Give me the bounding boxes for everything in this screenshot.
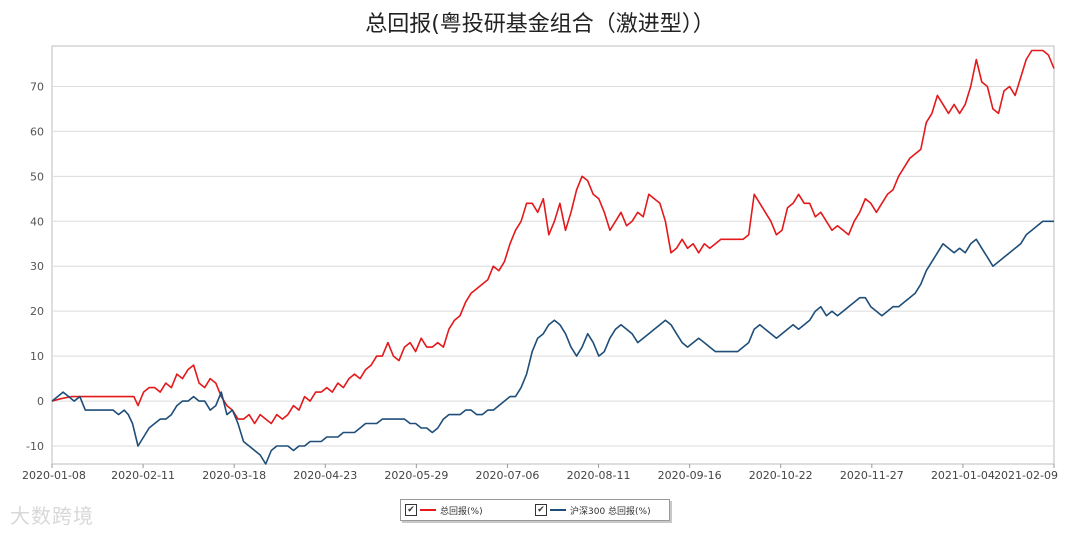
legend-item-csi300[interactable]: ✔ 沪深300 总回报(%) [535, 503, 651, 517]
legend-checkbox-icon[interactable]: ✔ [405, 504, 417, 516]
legend-swatch-red [420, 509, 436, 511]
plot-frame [51, 45, 1055, 465]
y-tick-label: 50 [30, 170, 44, 183]
x-tick-label: 2020-11-27 [840, 469, 904, 482]
x-tick-label: 2021-01-04 [931, 469, 995, 482]
legend-item-total-return[interactable]: ✔ 总回报(%) [405, 503, 483, 517]
series-line-csi300 [51, 220, 1054, 465]
x-tick-label: 2020-04-23 [293, 469, 357, 482]
y-tick-label: 0 [37, 395, 44, 408]
y-tick-label: -10 [26, 440, 44, 453]
y-tick-label: 20 [30, 305, 44, 318]
x-tick-label: 2020-02-11 [111, 469, 175, 482]
legend-swatch-blue [550, 509, 566, 511]
y-axis-ticks: -10 0 10 20 30 40 50 60 70 [26, 80, 44, 453]
x-tick-label: 2020-07-06 [475, 469, 539, 482]
gridlines [52, 85, 1054, 447]
legend-checkbox-icon[interactable]: ✔ [535, 504, 547, 516]
watermark-text: 大数跨境 [10, 504, 94, 528]
legend-label: 沪深300 总回报(%) [570, 506, 651, 517]
y-tick-label: 40 [30, 215, 44, 228]
y-tick-label: 10 [30, 350, 44, 363]
x-tick-label: 2020-09-16 [658, 469, 722, 482]
x-axis-ticks: 2020-01-08 2020-02-11 2020-03-18 2020-04-23… [22, 464, 1058, 482]
x-tick-label: 2020-03-18 [202, 469, 266, 482]
y-tick-label: 60 [30, 125, 44, 138]
x-tick-label: 2020-08-11 [567, 469, 631, 482]
series-lines [51, 49, 1055, 465]
x-tick-label: 2020-05-29 [384, 469, 448, 482]
legend: ✔ 总回报(%) ✔ 沪深300 总回报(%) [400, 499, 670, 521]
y-tick-label: 70 [30, 80, 44, 93]
y-tick-label: 30 [30, 260, 44, 273]
watermark-logo: 大数跨境 [10, 500, 94, 529]
chart-title: 总回报(粤投研基金组合（激进型）） [365, 12, 715, 37]
legend-label: 总回报(%) [440, 506, 483, 517]
series-line-total-return [51, 49, 1055, 425]
x-tick-label: 2020-01-08 [22, 469, 86, 482]
x-tick-label: 2021-02-09 [994, 469, 1058, 482]
x-tick-label: 2020-10-22 [749, 469, 813, 482]
